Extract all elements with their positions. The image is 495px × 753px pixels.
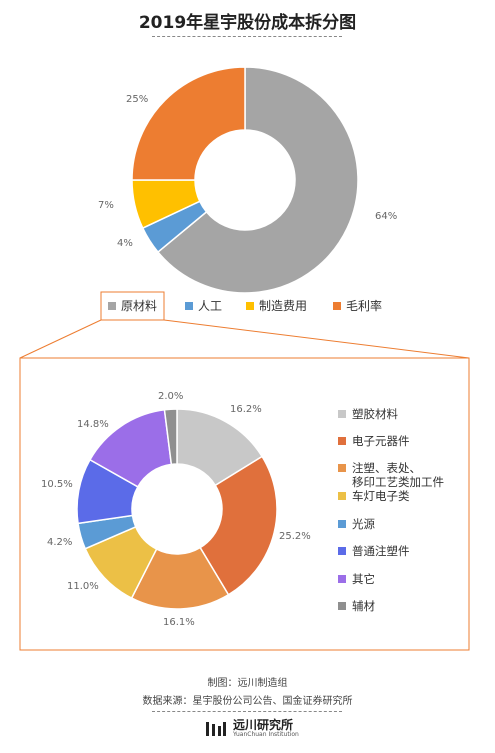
legend-label: 辅材 — [352, 599, 375, 613]
legend-swatch — [338, 602, 346, 610]
legend-swatch — [338, 547, 346, 555]
legend-label: 其它 — [352, 572, 375, 586]
donut1-slice-0 — [156, 66, 359, 294]
legend-swatch — [246, 301, 254, 310]
donut1-label-labor: 4% — [117, 238, 133, 249]
legend-swatch — [338, 410, 346, 418]
donut2-label-other: 14.8% — [77, 419, 109, 430]
connector-left — [19, 319, 102, 359]
legend-label: 普通注塑件 — [352, 544, 410, 558]
legend2-item-plastic: 塑胶材料 — [338, 407, 398, 421]
title-divider — [152, 36, 342, 37]
donut1-label-gross-margin: 25% — [126, 94, 149, 105]
legend-swatch — [108, 301, 116, 310]
legend-swatch — [338, 492, 346, 500]
legend-label: 毛利率 — [346, 299, 383, 313]
donut2-label-light-source: 4.2% — [47, 537, 73, 548]
legend-label: 注塑、表处、 移印工艺类加工件 — [352, 461, 444, 489]
detail-callout — [19, 291, 470, 651]
donut2-label-injection-parts: 10.5% — [41, 479, 73, 490]
cost-breakdown-donut — [131, 66, 359, 294]
footer-made-by: 制图：远川制造组 — [207, 678, 288, 689]
donut1-label-raw-materials: 64% — [375, 211, 398, 222]
legend-item-gross-margin: 毛利率 — [333, 297, 382, 314]
legend2-item-electronics: 电子元器件 — [338, 434, 410, 448]
donut2-label-lamp-electronics: 11.0% — [67, 581, 99, 592]
footer-divider — [152, 711, 342, 712]
legend-label: 原材料 — [121, 299, 158, 313]
donut2-label-auxiliary: 2.0% — [158, 391, 184, 402]
legend-swatch — [333, 301, 341, 310]
raw-materials-donut — [76, 408, 278, 610]
logo-name-en: YuanChuan Institution — [233, 731, 299, 738]
chart-title: 2019年星宇股份成本拆分图 — [138, 13, 357, 33]
logo-name-cn: 远川研究所 — [233, 718, 294, 732]
donut2-label-plastic: 16.2% — [230, 404, 262, 415]
legend-swatch — [338, 520, 346, 528]
legend-label: 光源 — [352, 517, 375, 531]
highlight-box — [100, 291, 165, 321]
legend2-item-processed-parts: 注塑、表处、 移印工艺类加工件 — [338, 461, 444, 489]
donut1-label-manufacturing: 7% — [98, 200, 114, 211]
legend-item-labor: 人工 — [185, 297, 222, 314]
institution-logo: 远川研究所 YuanChuan Institution — [205, 719, 299, 739]
donut2-slice-1 — [199, 455, 278, 596]
donut1-slice-3 — [131, 66, 246, 181]
footer-source: 数据来源：星宇股份公司公告、国金证券研究所 — [142, 696, 353, 707]
legend-label: 塑胶材料 — [352, 407, 398, 421]
legend-swatch — [338, 575, 346, 583]
legend2-item-auxiliary: 辅材 — [338, 599, 375, 613]
donut2-slice-7 — [163, 408, 178, 466]
legend-label: 车灯电子类 — [352, 489, 410, 503]
legend-label: 制造费用 — [259, 299, 308, 313]
legend-swatch — [338, 437, 346, 445]
legend-label: 人工 — [198, 299, 223, 313]
detail-panel — [19, 357, 470, 651]
connector-right — [163, 319, 470, 359]
legend2-item-injection-parts: 普通注塑件 — [338, 544, 410, 558]
legend-swatch — [185, 301, 193, 310]
donut2-label-processed-parts: 16.1% — [163, 617, 195, 628]
legend-label: 电子元器件 — [352, 434, 410, 448]
legend-item-manufacturing: 制造费用 — [246, 297, 307, 314]
logo-mark-icon — [206, 722, 226, 736]
legend-swatch — [338, 464, 346, 472]
legend2-item-lamp-electronics: 车灯电子类 — [338, 489, 410, 503]
legend2-item-other: 其它 — [338, 572, 375, 586]
donut2-label-electronics: 25.2% — [279, 531, 311, 542]
legend-item-raw-materials: 原材料 — [108, 297, 157, 314]
legend2-item-light-source: 光源 — [338, 517, 375, 531]
